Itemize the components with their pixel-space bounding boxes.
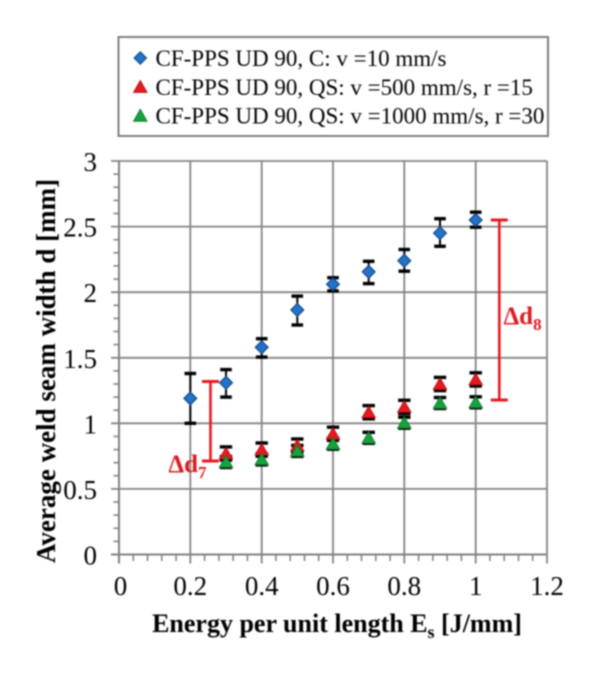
svg-text:CF-PPS UD 90, QS: v =500 mm/s,: CF-PPS UD 90, QS: v =500 mm/s, r =15 [156,75,533,100]
svg-text:1: 1 [84,409,98,439]
svg-text:0.6: 0.6 [316,571,350,601]
svg-text:3: 3 [84,147,98,177]
svg-text:2.5: 2.5 [63,213,97,243]
svg-text:0.2: 0.2 [173,571,207,601]
svg-text:0.8: 0.8 [387,571,421,601]
svg-text:0.4: 0.4 [245,571,279,601]
svg-text:0: 0 [114,571,128,601]
svg-text:CF-PPS UD 90, C: v =10 mm/s: CF-PPS UD 90, C: v =10 mm/s [156,46,447,71]
svg-text:0.5: 0.5 [63,475,97,505]
svg-text:1: 1 [469,571,483,601]
svg-text:2: 2 [84,278,98,308]
svg-text:1.2: 1.2 [530,571,564,601]
svg-text:Energy per unit length Es [J/m: Energy per unit length Es [J/mm] [152,609,522,642]
svg-text:CF-PPS UD 90, QS: v =1000 mm/s: CF-PPS UD 90, QS: v =1000 mm/s, r =30 [156,104,545,129]
svg-text:1.5: 1.5 [63,344,97,374]
svg-text:Δd7: Δd7 [168,451,207,482]
svg-text:Average weld seam width d [mm]: Average weld seam width d [mm] [31,179,61,563]
svg-text:0: 0 [84,541,98,571]
